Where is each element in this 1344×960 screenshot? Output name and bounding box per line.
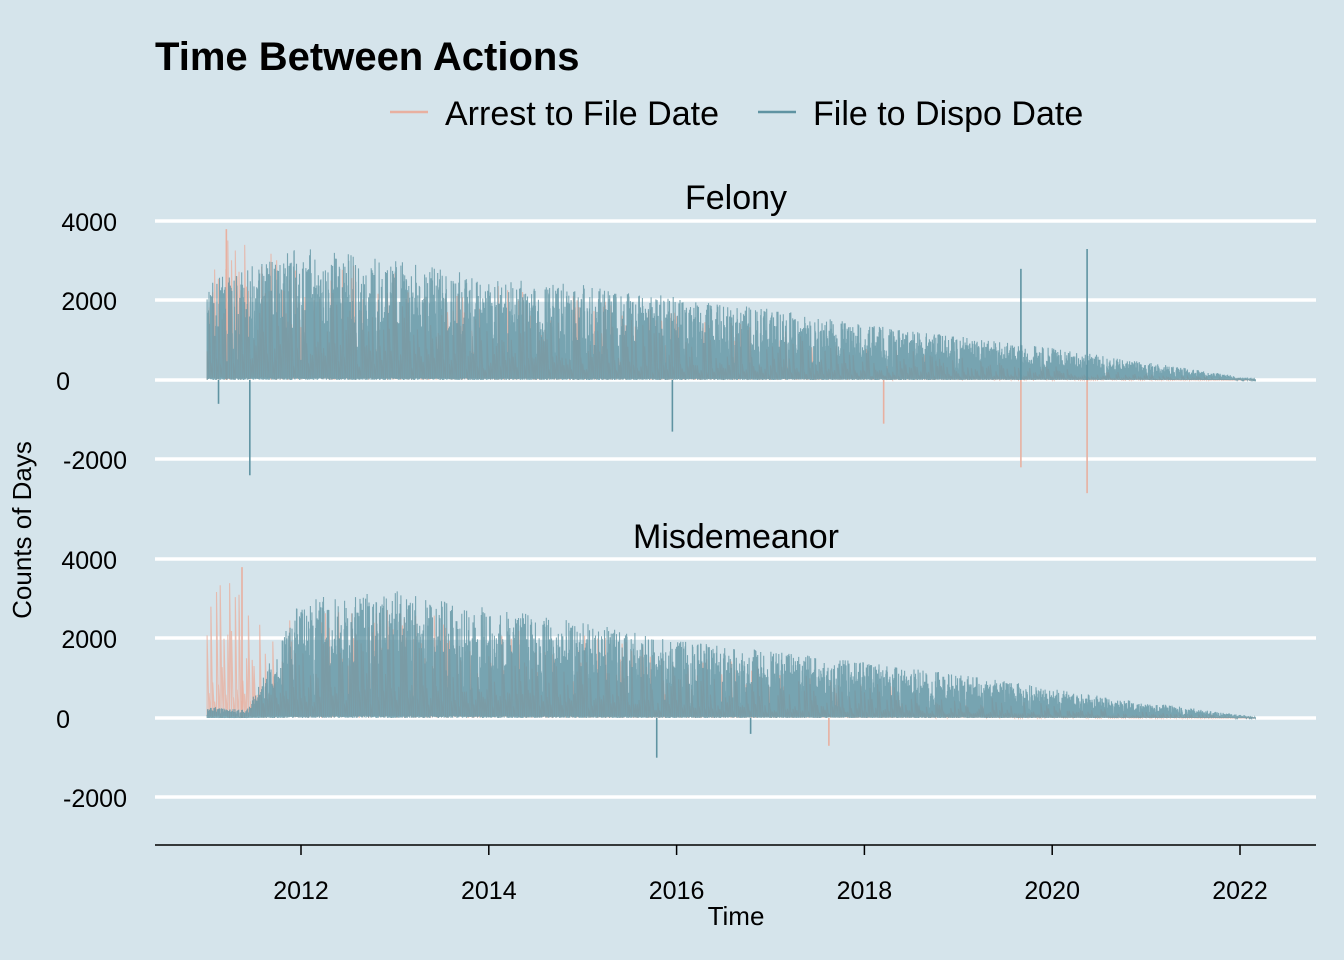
series-felony-file-to-dispo-line [206,249,1256,383]
y-tick-felony-2000: 2000 [61,288,117,316]
legend-label-arrest-to-file: Arrest to File Date [445,95,719,133]
y-tick-felony-0: 0 [56,368,70,396]
series-misd-file-to-dispo [206,591,1256,758]
x-axis: 2012 2014 2016 2018 2020 2022 Time [155,844,1316,931]
x-tick-label-2012: 2012 [273,877,329,905]
legend: Arrest to File Date File to Dispo Date [390,95,1083,133]
x-tick-label-2014: 2014 [461,877,517,905]
facet-title-misdemeanor: Misdemeanor [633,518,839,556]
panel-felony: Felony 4000 2000 0 -2000 [56,179,1316,494]
y-tick-felony-4000: 4000 [61,209,117,237]
y-tick-misd-4000: 4000 [61,547,117,575]
x-tick-label-2018: 2018 [837,877,893,905]
x-tick-label-2016: 2016 [649,877,705,905]
y-tick-misd-neg2000: -2000 [63,785,127,813]
series-misd-file-to-dispo-line [206,591,1256,721]
panel-misdemeanor: Misdemeanor 4000 2000 0 -2000 [56,518,1316,813]
y-tick-felony-neg2000: -2000 [63,447,127,475]
series-felony-file-to-dispo [206,248,1256,476]
x-axis-label: Time [708,901,765,931]
x-tick-label-2020: 2020 [1024,877,1080,905]
y-tick-misd-2000: 2000 [61,626,117,654]
y-axis-label: Counts of Days [7,441,37,619]
x-tick-label-2022: 2022 [1212,877,1268,905]
facet-title-felony: Felony [685,179,787,217]
y-tick-misd-0: 0 [56,706,70,734]
chart-title: Time Between Actions [155,35,580,79]
legend-label-file-to-dispo: File to Dispo Date [813,95,1083,133]
